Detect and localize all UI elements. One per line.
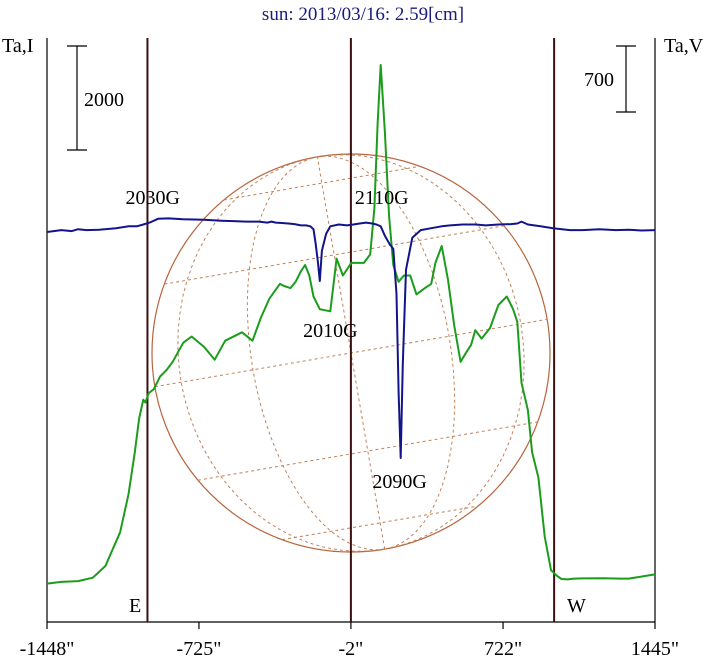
- parallel-line: [197, 421, 538, 481]
- left-axis-label: Ta,I: [2, 35, 33, 57]
- meridian-line: [246, 156, 385, 551]
- x-tick-label: 722": [484, 638, 522, 660]
- x-tick-label: 1445": [631, 638, 679, 660]
- x-tick-label: -2": [338, 638, 363, 660]
- east-limb-label: E: [129, 595, 141, 617]
- x-tick-label: -725": [177, 638, 222, 660]
- region-label: 2110G: [355, 187, 409, 209]
- left-scale-bar-label: 2000: [84, 89, 124, 111]
- right-axis-label: Ta,V: [664, 35, 704, 57]
- x-tick-label: -1448": [20, 638, 75, 660]
- polarization-series-line: [46, 217, 656, 459]
- chart-title: sun: 2013/03/16: 2.59[cm]: [262, 4, 464, 25]
- meridian-line: [317, 155, 456, 550]
- annotation-layer: 2030G 2110G 2010G 2090G: [125, 187, 426, 493]
- region-label: 2030G: [125, 187, 179, 209]
- region-label: 2010G: [303, 320, 357, 342]
- west-limb-label: W: [567, 595, 586, 617]
- meridian-line: [317, 154, 525, 550]
- series-layer: [46, 64, 656, 585]
- plot-frame: -1448" -725" -2" 722" 1445": [20, 38, 679, 660]
- left-scale-bar: [67, 45, 87, 151]
- right-scale-bar-label: 700: [584, 69, 614, 91]
- parallel-line: [281, 505, 479, 541]
- region-label: 2090G: [372, 471, 426, 493]
- parallel-line: [223, 165, 421, 201]
- intensity-series-line: [46, 64, 656, 585]
- right-scale-bar: [616, 45, 636, 113]
